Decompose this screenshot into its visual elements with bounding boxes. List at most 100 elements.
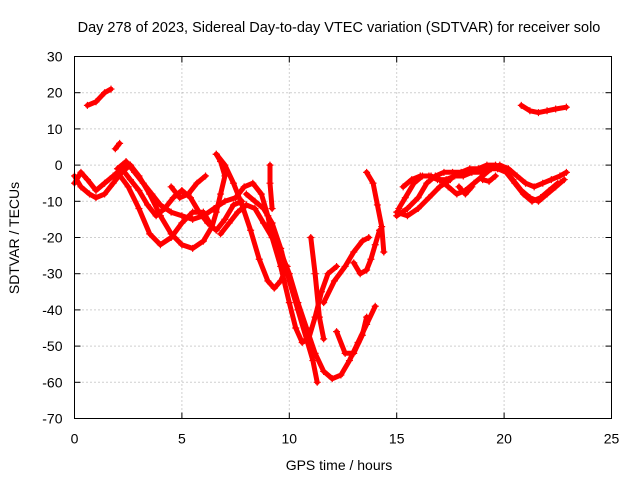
data-point bbox=[111, 145, 119, 153]
data-point bbox=[178, 219, 186, 227]
series-track-1 bbox=[83, 85, 115, 109]
data-point bbox=[528, 197, 536, 205]
data-point bbox=[268, 219, 276, 227]
data-point bbox=[277, 244, 285, 252]
data-point bbox=[221, 215, 229, 223]
data-point bbox=[189, 208, 197, 216]
data-point bbox=[315, 313, 323, 321]
data-point bbox=[195, 208, 203, 216]
data-point bbox=[152, 212, 160, 220]
data-point bbox=[380, 248, 388, 256]
data-point bbox=[494, 165, 502, 173]
data-point bbox=[199, 237, 207, 245]
data-point bbox=[519, 190, 527, 198]
series-line bbox=[308, 235, 327, 342]
data-point bbox=[539, 179, 547, 187]
data-point bbox=[513, 172, 521, 180]
data-point bbox=[249, 179, 257, 187]
data-point bbox=[229, 201, 237, 209]
data-point bbox=[408, 176, 416, 184]
data-point bbox=[167, 183, 175, 191]
data-point bbox=[242, 190, 250, 198]
data-point bbox=[403, 205, 411, 213]
data-point bbox=[440, 168, 448, 176]
data-point bbox=[240, 183, 248, 191]
series-line bbox=[243, 191, 320, 385]
data-point bbox=[358, 237, 366, 245]
data-point bbox=[232, 194, 240, 202]
data-point bbox=[124, 183, 132, 191]
y-axis-label: SDTVAR / TECUs bbox=[6, 182, 22, 294]
data-point bbox=[270, 284, 278, 292]
data-point bbox=[167, 234, 175, 241]
data-point bbox=[455, 183, 463, 191]
data-point bbox=[401, 194, 409, 202]
series-track-16 bbox=[333, 313, 371, 357]
x-tick-label: 5 bbox=[178, 431, 186, 447]
data-point bbox=[416, 172, 424, 180]
y-tick-label: -40 bbox=[42, 302, 62, 318]
data-point bbox=[414, 194, 422, 202]
data-point bbox=[328, 375, 336, 383]
data-point bbox=[517, 101, 525, 109]
series-line bbox=[84, 86, 114, 108]
data-point bbox=[545, 186, 553, 194]
data-point bbox=[193, 179, 201, 187]
data-point bbox=[268, 205, 276, 213]
data-point bbox=[126, 176, 134, 184]
data-point bbox=[176, 194, 184, 202]
data-point bbox=[492, 172, 500, 180]
data-point bbox=[451, 172, 459, 180]
data-point bbox=[292, 324, 300, 332]
y-tick-label: 30 bbox=[47, 49, 63, 65]
data-point bbox=[92, 98, 100, 106]
x-axis-label: GPS time / hours bbox=[286, 457, 393, 473]
data-point bbox=[178, 212, 186, 220]
data-point bbox=[337, 371, 345, 379]
data-point bbox=[371, 241, 379, 249]
series-line bbox=[351, 227, 382, 277]
series-track-8 bbox=[167, 172, 210, 202]
y-tick-label: -60 bbox=[42, 374, 62, 390]
x-tick-label: 25 bbox=[604, 431, 620, 447]
data-point bbox=[139, 179, 147, 187]
data-point bbox=[251, 205, 259, 213]
data-point bbox=[212, 226, 220, 234]
data-point bbox=[264, 277, 272, 285]
data-point bbox=[234, 208, 242, 216]
data-point bbox=[109, 172, 117, 180]
y-tick-label: -30 bbox=[42, 266, 62, 282]
data-point bbox=[107, 85, 115, 93]
data-series-layer bbox=[71, 85, 570, 386]
data-point bbox=[554, 179, 562, 187]
axis-ticks: 0 5 10 15 20 25 -70 -60 -50 -40 -30 -20 -10 0 10 20 30 bbox=[42, 49, 619, 447]
data-point bbox=[341, 349, 349, 357]
data-point bbox=[101, 179, 109, 187]
data-point bbox=[363, 313, 371, 321]
data-point bbox=[341, 262, 349, 270]
data-point bbox=[556, 172, 564, 180]
data-point bbox=[560, 176, 568, 184]
data-point bbox=[184, 190, 192, 198]
data-point bbox=[485, 165, 493, 173]
x-tick-label: 0 bbox=[71, 431, 79, 447]
data-point bbox=[436, 183, 444, 191]
data-point bbox=[189, 244, 197, 252]
data-point bbox=[479, 176, 487, 184]
data-point bbox=[302, 335, 310, 343]
data-point bbox=[425, 172, 433, 180]
data-point bbox=[522, 179, 530, 187]
data-point bbox=[537, 194, 545, 202]
data-point bbox=[526, 107, 534, 115]
data-point bbox=[307, 234, 315, 241]
data-point bbox=[403, 212, 411, 220]
series-track-21 bbox=[399, 165, 562, 205]
data-point bbox=[148, 190, 156, 198]
data-point bbox=[260, 219, 268, 227]
data-point bbox=[285, 277, 293, 285]
series-track-2 bbox=[111, 139, 124, 153]
series-track-18 bbox=[363, 168, 388, 256]
data-point bbox=[217, 230, 225, 238]
data-point bbox=[135, 205, 143, 213]
